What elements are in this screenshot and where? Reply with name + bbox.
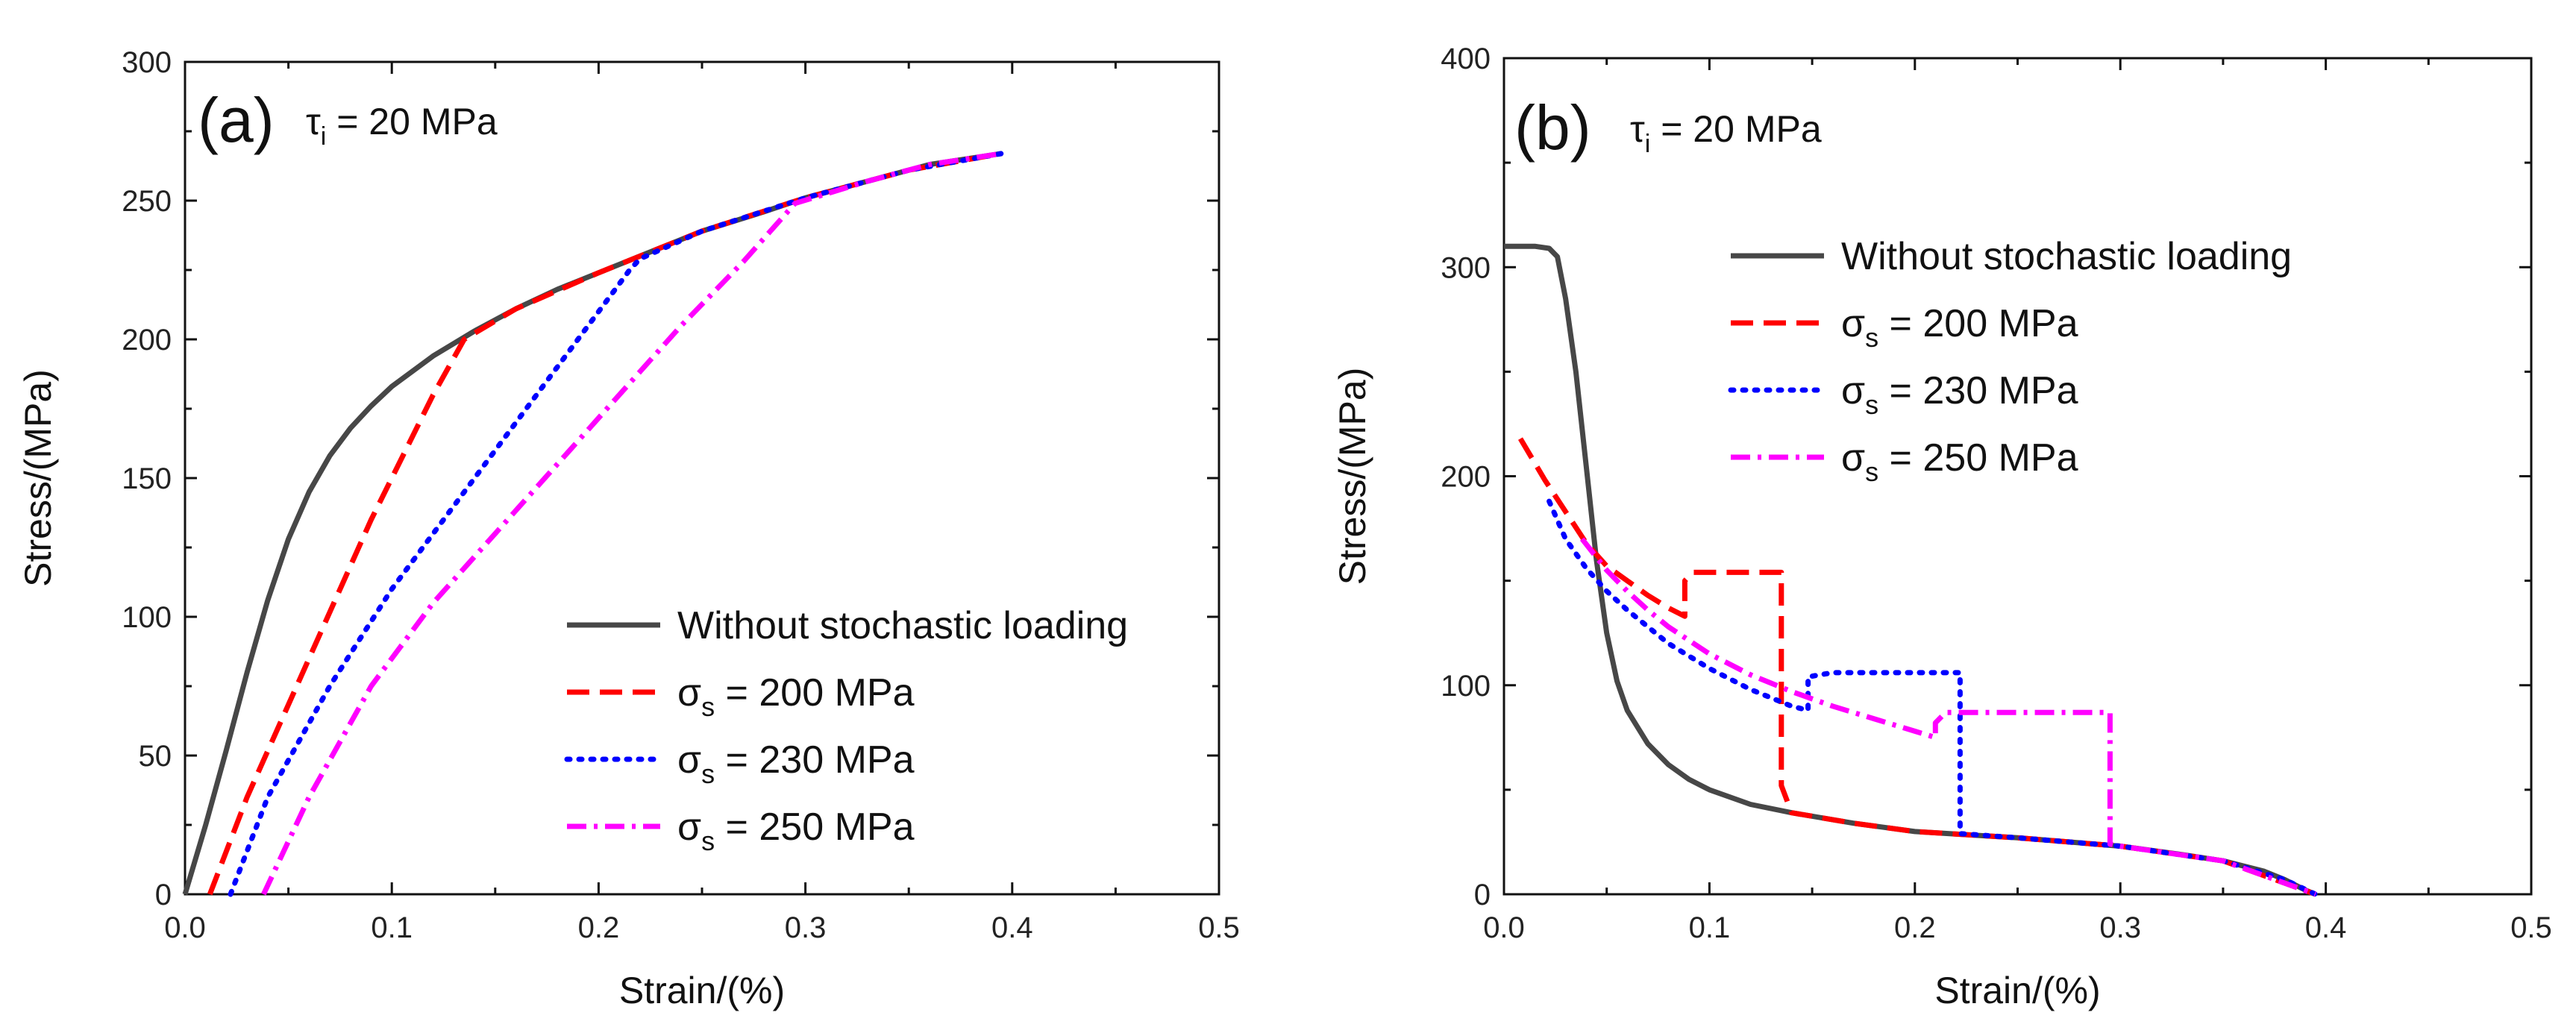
legend-label-a-2: σs = 230 MPa bbox=[677, 738, 915, 789]
tau-value-a: = 20 MPa bbox=[326, 101, 497, 142]
y-tick-label-a: 200 bbox=[122, 324, 172, 357]
x-tick-label-b: 0.5 bbox=[2510, 911, 2552, 944]
y-axis-title-b: Stress/(MPa) bbox=[1332, 368, 1373, 585]
y-tick-label-a: 300 bbox=[122, 46, 172, 79]
panel-a-chart: 0.0 0.1 0.2 0.3 0.4 0.5 0 50 100 150 200 250 300 Stra… bbox=[17, 46, 1240, 1011]
series-line-b-3 bbox=[1579, 537, 2316, 897]
x-tick-label-b: 0.2 bbox=[1894, 911, 1936, 944]
series-line-a-1 bbox=[207, 151, 1003, 896]
y-tick-label-a: 0 bbox=[155, 879, 172, 911]
tau-value-b: = 20 MPa bbox=[1650, 108, 1821, 150]
panel-label-b: (b) bbox=[1514, 92, 1591, 163]
legend-symbol: σ bbox=[1841, 436, 1865, 480]
tau-annotation-a: τi = 20 MPa bbox=[306, 101, 498, 151]
legend-symbol: σ bbox=[677, 738, 701, 782]
y-tick-label-b: 100 bbox=[1441, 670, 1491, 703]
x-tick-label-b: 0.4 bbox=[2305, 911, 2347, 944]
legend-label-b-0: Without stochastic loading bbox=[1841, 235, 2292, 278]
x-tick-label-b: 0.1 bbox=[1689, 911, 1731, 944]
y-tick-label-b: 0 bbox=[1474, 879, 1491, 911]
x-axis-title-a: Strain/(%) bbox=[619, 970, 785, 1011]
x-tick-label-b: 0.0 bbox=[1483, 911, 1525, 944]
y-tick-label-b: 200 bbox=[1441, 461, 1491, 494]
x-tick-label-a: 0.5 bbox=[1198, 911, 1240, 944]
legend-value: = 250 MPa bbox=[1878, 436, 2078, 480]
legend-label-a-0: Without stochastic loading bbox=[677, 604, 1128, 647]
legend-value: = 230 MPa bbox=[715, 738, 914, 782]
series-line-b-2 bbox=[1546, 498, 2319, 897]
legend-label-b-3: σs = 250 MPa bbox=[1841, 436, 2078, 487]
tau-subscript-a: i bbox=[321, 122, 327, 151]
x-tick-label-a: 0.2 bbox=[578, 911, 620, 944]
legend-value: = 200 MPa bbox=[1878, 302, 2078, 345]
y-tick-label-a: 250 bbox=[122, 185, 172, 218]
series-line-a-0 bbox=[182, 151, 1003, 895]
x-tick-label-a: 0.1 bbox=[371, 911, 413, 944]
series-line-a-3 bbox=[261, 151, 1003, 896]
tau-annotation-b: τi = 20 MPa bbox=[1630, 108, 1822, 158]
tau-symbol-a: τ bbox=[306, 101, 321, 142]
legend-value: = 250 MPa bbox=[715, 806, 914, 849]
x-tick-label-a: 0.3 bbox=[785, 911, 827, 944]
y-tick-label-a: 150 bbox=[122, 462, 172, 495]
x-tick-label-a: 0.4 bbox=[991, 911, 1033, 944]
legend-label-a-3: σs = 250 MPa bbox=[677, 806, 915, 856]
x-tick-label-a: 0.0 bbox=[164, 911, 206, 944]
legend-label-b-2: σs = 230 MPa bbox=[1841, 369, 2078, 420]
legend-value: = 230 MPa bbox=[1878, 369, 2078, 412]
legend-symbol: σ bbox=[1841, 369, 1865, 412]
panel-label-a: (a) bbox=[198, 85, 275, 155]
legend-subscript: s bbox=[701, 759, 715, 789]
legend-subscript: s bbox=[1865, 322, 1878, 353]
y-tick-label-b: 400 bbox=[1441, 43, 1491, 75]
x-axis-title-b: Strain/(%) bbox=[1934, 970, 2100, 1011]
legend-subscript: s bbox=[701, 691, 715, 722]
series-line-b-1 bbox=[1517, 437, 2316, 897]
y-axis-title-a: Stress/(MPa) bbox=[17, 369, 59, 587]
y-tick-label-b: 300 bbox=[1441, 251, 1491, 284]
legend-subscript: s bbox=[701, 826, 715, 856]
tau-symbol-b: τ bbox=[1630, 108, 1645, 150]
panel-b-chart: 0.0 0.1 0.2 0.3 0.4 0.5 0 100 200 300 400 Strain/(%… bbox=[1332, 43, 2552, 1011]
legend-symbol: σ bbox=[1841, 302, 1865, 345]
x-tick-label-b: 0.3 bbox=[2099, 911, 2141, 944]
legend-symbol: σ bbox=[677, 806, 701, 849]
y-tick-label-a: 50 bbox=[139, 740, 172, 773]
legend-label-b-1: σs = 200 MPa bbox=[1841, 302, 2078, 353]
legend-subscript: s bbox=[1865, 389, 1878, 420]
legend-label-a-1: σs = 200 MPa bbox=[677, 671, 915, 722]
legend-subscript: s bbox=[1865, 456, 1878, 487]
legend-symbol: σ bbox=[677, 671, 701, 715]
tau-subscript-b: i bbox=[1645, 130, 1651, 158]
y-tick-label-a: 100 bbox=[122, 601, 172, 634]
legend-value: = 200 MPa bbox=[715, 671, 914, 715]
